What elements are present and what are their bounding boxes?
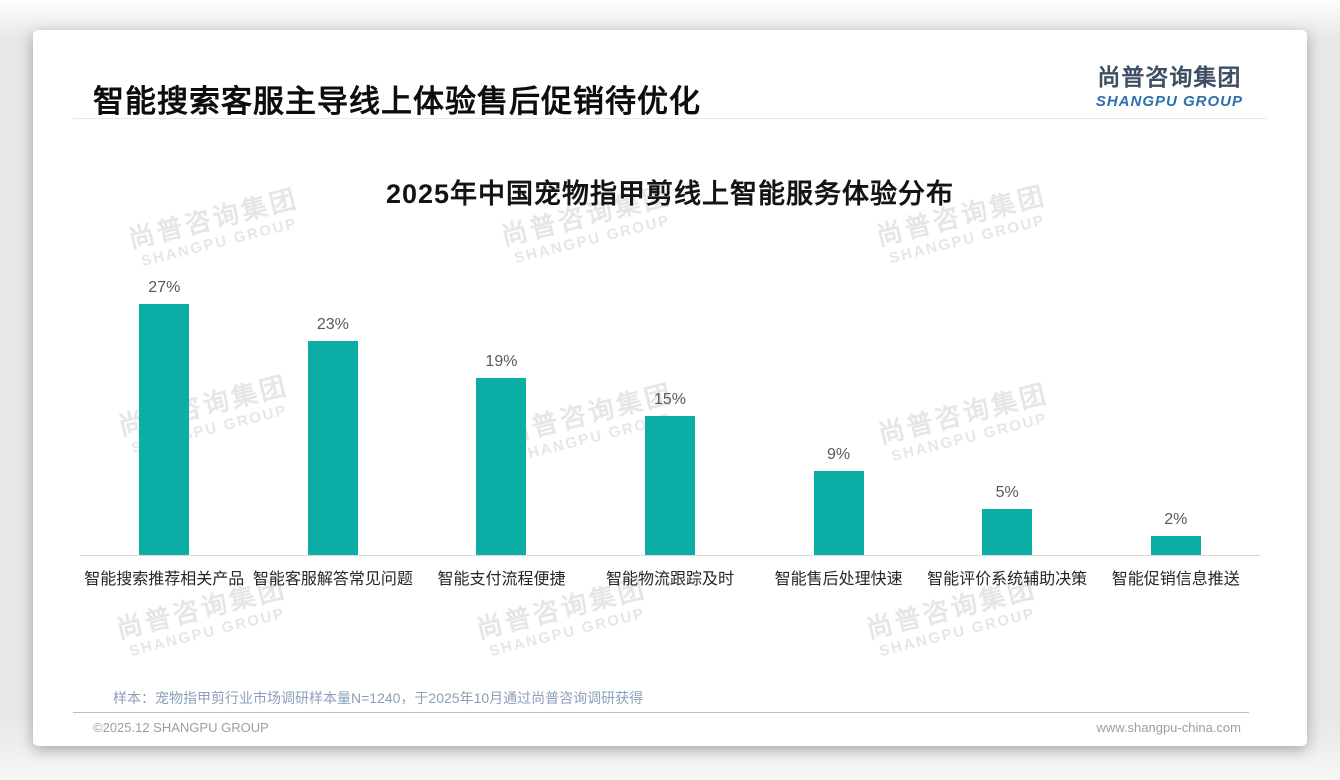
bar-category-label: 智能售后处理快速: [774, 571, 903, 588]
company-logo: 尚普咨询集团 SHANGPU GROUP: [1096, 58, 1243, 110]
bar: [476, 378, 527, 555]
bar-value-label: 2%: [1164, 511, 1188, 529]
bar-category-label: 智能促销信息推送: [1111, 571, 1240, 588]
report-card: 尚普咨询集团 SHANGPU GROUP 尚普咨询集团 SHANGPU GROUP 尚普…: [33, 30, 1307, 746]
bar-category-label: 智能搜索推荐相关产品: [84, 571, 245, 588]
website-url: www.shangpu-china.com: [1096, 720, 1241, 735]
bar-column: 5%: [923, 200, 1092, 555]
bar: [139, 303, 190, 555]
bar-category-label: 智能客服解答常见问题: [252, 571, 413, 588]
bar-value-label: 23%: [316, 316, 349, 334]
category-labels-row: 智能搜索推荐相关产品 智能客服解答常见问题 智能支付流程便捷 智能物流跟踪及时 智能售后…: [80, 565, 1260, 589]
bar: [813, 471, 864, 555]
bar-value-label: 27%: [148, 278, 181, 296]
bar-column: 23%: [249, 200, 418, 555]
bar-category-label: 智能支付流程便捷: [437, 571, 566, 588]
watermark-english-text: SHANGPU GROUP: [127, 604, 288, 661]
bar: [645, 415, 696, 555]
copyright-text: ©2025.12 SHANGPU GROUP: [93, 720, 269, 735]
watermark-english-text: SHANGPU GROUP: [877, 604, 1038, 661]
sample-note: 样本：宠物指甲剪行业市场调研样本量N=1240，于2025年10月通过尚普咨询调…: [113, 690, 644, 706]
bar-category-label: 智能物流跟踪及时: [606, 571, 735, 588]
bar-value-label: 15%: [654, 390, 687, 408]
bar-category-label: 智能评价系统辅助决策: [927, 571, 1088, 588]
bar: [307, 341, 358, 555]
bar-value-label: 5%: [995, 483, 1019, 501]
watermark-english-text: SHANGPU GROUP: [487, 604, 648, 661]
bar-column: 2%: [1091, 200, 1260, 555]
plot-area: 27% 23% 19% 15% 9% 5% 2%: [80, 200, 1260, 555]
logo-english-text: SHANGPU GROUP: [1095, 93, 1243, 110]
bar-value-label: 19%: [485, 353, 518, 371]
x-axis-line: [80, 555, 1260, 556]
bar-column: 9%: [754, 200, 923, 555]
page-title: 智能搜索客服主导线上体验售后促销待优化: [93, 84, 701, 119]
chart-title: 2025年中国宠物指甲剪线上智能服务体验分布: [385, 179, 955, 209]
bar: [1150, 536, 1201, 555]
footer-divider: [73, 712, 1249, 713]
bar-column: 15%: [586, 200, 755, 555]
bar-column: 19%: [417, 200, 586, 555]
logo-chinese-text: 尚普咨询集团: [1097, 64, 1242, 90]
header-divider: [73, 118, 1267, 119]
bar: [982, 508, 1033, 555]
bar-column: 27%: [80, 200, 249, 555]
bar-value-label: 9%: [827, 446, 851, 464]
